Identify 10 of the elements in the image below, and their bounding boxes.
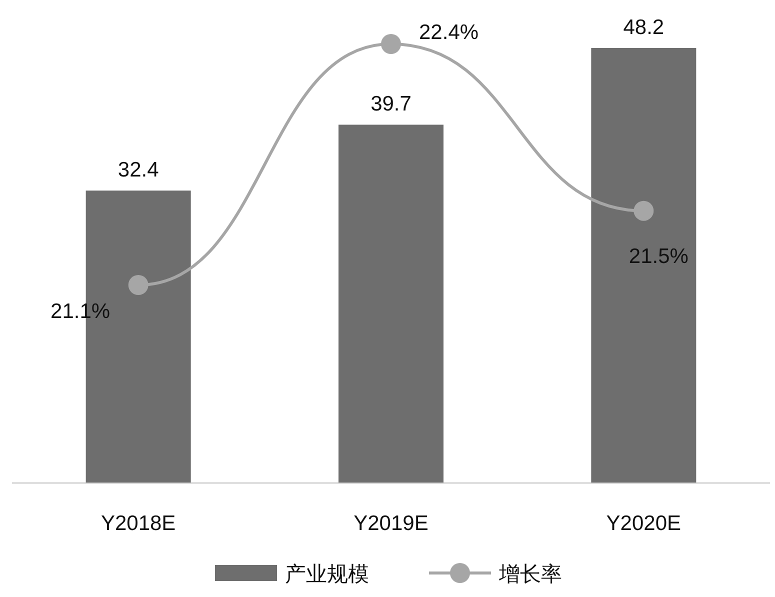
data-label: 32.4 [118, 158, 160, 182]
x-tick-label: Y2020E [606, 512, 682, 535]
x-tick-label: Y2018E [100, 512, 176, 535]
data-label: 39.7 [370, 92, 412, 116]
x-tick-label: Y2019E [354, 512, 428, 535]
legend-label: 增长率 [498, 563, 562, 586]
data-label: 48.2 [623, 16, 664, 39]
data-label: 22.4% [419, 21, 479, 44]
data-label: 21.5% [628, 244, 688, 268]
legend-label: 产业规模 [285, 563, 369, 586]
